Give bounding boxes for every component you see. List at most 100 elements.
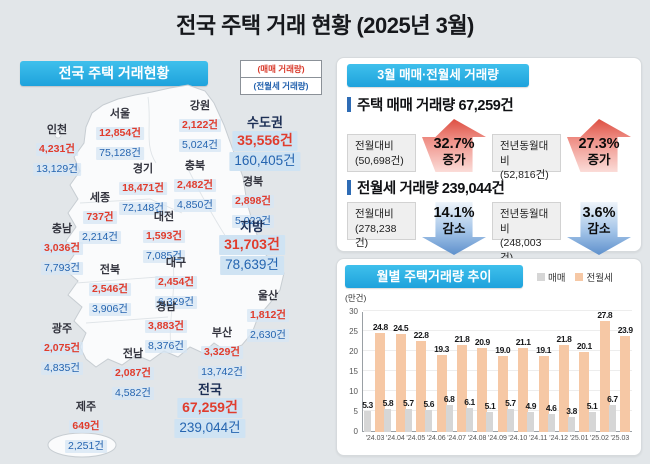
bar-group: 5.7 21.1 '24.10: [505, 312, 531, 442]
region-rent-value: 13,129건: [33, 162, 81, 176]
bar-sale: [445, 404, 453, 432]
stat-base-value: (50,698건): [355, 154, 404, 167]
bar-group: 6.1 20.9 '24.08: [464, 312, 490, 442]
bar-sale: [506, 409, 514, 432]
region-sale-value: 1,812건: [247, 308, 289, 322]
y-tick-label: 25: [349, 327, 358, 336]
map-region-label: 경북 2,898건 5,022건: [232, 176, 274, 230]
bar-rent: [599, 320, 610, 432]
x-tick-label: '25.03: [610, 435, 630, 442]
x-tick-label: '24.05: [406, 435, 426, 442]
gridline: [363, 370, 632, 371]
legend-label: 전월세: [586, 272, 613, 284]
gridline: [363, 310, 632, 311]
change-direction: 증가: [587, 152, 611, 167]
region-name: 전남: [122, 348, 144, 360]
map-region-label: 서울 12,854건 75,128건: [96, 108, 144, 162]
bar-sale: [608, 405, 616, 432]
bar-value-label: 5.6: [423, 398, 435, 409]
region-name: 대전: [153, 211, 175, 223]
stat-label: 전년동월대비: [500, 208, 549, 235]
legend-item-sale: 매매: [537, 270, 565, 284]
legend-rent-volume: (전월세 거래량): [240, 77, 322, 95]
region-name: 서울: [109, 108, 131, 120]
change-percent: 3.6%: [582, 205, 616, 221]
region-name: 경남: [155, 301, 177, 313]
map-region-label: 전국 67,259건 239,044건: [174, 382, 246, 439]
region-sale-value: 737건: [83, 210, 117, 224]
map-region-label: 대구 2,454건 6,329건: [155, 257, 197, 311]
bar-sale: [425, 409, 433, 432]
bar-value-label: 4.6: [545, 402, 557, 413]
y-tick-label: 10: [349, 387, 358, 396]
stat-label: 전월대비: [355, 140, 394, 152]
bar-value-label: 5.7: [403, 398, 414, 409]
bar-value-label: 27.8: [597, 309, 613, 320]
region-sale-value: 12,854건: [96, 126, 144, 140]
bar-rent: [416, 340, 427, 432]
bar-rent: [477, 348, 488, 432]
x-tick-label: '24.08: [467, 435, 487, 442]
bar-value-label: 4.9: [525, 401, 537, 412]
bar-rent: [620, 336, 631, 432]
west-islet: [54, 131, 62, 139]
stat-box-rent-mom: 전월대비 (278,238건): [347, 202, 416, 249]
bar-sale: [588, 411, 596, 432]
y-tick-label: 0: [353, 427, 358, 436]
bar-value-label: 6.8: [443, 393, 455, 404]
region-rent-value: 5,024건: [179, 138, 221, 152]
bar-sale: [404, 409, 412, 432]
stats-panel-title: 3월 매매·전월세 거래량: [347, 64, 529, 87]
region-name: 부산: [211, 327, 233, 339]
stat-box-sale-yoy: 전년동월대비 (52,816건): [492, 134, 561, 181]
region-sale-value: 2,482건: [174, 178, 216, 192]
rent-volume-section: 전월세 거래량 239,044건 전월대비 (278,238건) 14.1% 감…: [347, 177, 631, 264]
region-sale-value: 2,898건: [232, 194, 274, 208]
region-sale-value: 3,883건: [145, 319, 187, 333]
chart-plot-area: 5.3 24.8'24.03 5.8 24.5'24.04 5.7 22.8'24.05 5…: [362, 309, 633, 442]
map-region-label: 전남 2,087건 4,582건: [112, 348, 154, 402]
region-name: 광주: [51, 323, 73, 335]
map-region-label: 경기 18,471건 72,148건: [119, 163, 167, 217]
x-tick-label: '24.12: [549, 435, 569, 442]
legend-label: 매매: [548, 272, 566, 284]
y-axis-unit-label: (만건): [345, 293, 367, 303]
bar-sale: [527, 412, 535, 432]
y-tick-label: 30: [349, 307, 358, 316]
x-tick-label: '24.07: [447, 435, 467, 442]
bar-rent: [558, 344, 569, 432]
map-region-label: 제주 649건 2,251건: [65, 401, 107, 455]
gridline: [363, 410, 632, 411]
bar-value-label: 5.1: [484, 400, 496, 411]
bar-value-label: 24.8: [372, 321, 388, 332]
region-rent-value: 13,742건: [198, 365, 246, 379]
region-name: 세종: [89, 192, 111, 204]
stat-base-value: (52,816건): [500, 169, 549, 182]
bar-rent: [579, 351, 590, 432]
rent-mom-change: 14.1% 감소: [422, 202, 486, 255]
region-rent-value: 160,405건: [229, 152, 301, 172]
bar-value-label: 5.3: [362, 399, 373, 410]
sale-volume-section: 주택 매매 거래량 67,259건 전월대비 (50,698건) 32.7% 증…: [347, 94, 631, 181]
map-region-label: 울산 1,812건 2,630건: [247, 290, 289, 344]
region-rent-value: 4,850건: [174, 198, 216, 212]
bar-value-label: 5.8: [382, 397, 394, 408]
region-sale-value: 2,122건: [179, 118, 221, 132]
bar-sale: [568, 416, 576, 432]
bar-group: 5.1 27.8 '25.02: [587, 309, 613, 442]
region-name: 전국: [198, 382, 222, 397]
bar-rent: [497, 356, 508, 432]
rent-swatch-icon: [575, 272, 584, 281]
page-title: 전국 주택 거래 현황 (2025년 3월): [176, 13, 474, 38]
bar-value-label: 20.9: [474, 337, 490, 348]
x-tick-label: '24.06: [426, 435, 446, 442]
region-sale-value: 4,231건: [36, 142, 78, 156]
region-sale-value: 2,546건: [89, 282, 131, 296]
bar-value-label: 19.1: [536, 344, 552, 355]
change-percent: 14.1%: [433, 205, 475, 221]
map-region-label: 충남 3,036건 7,793건: [41, 223, 83, 277]
bar-group: 4.9 19.1 '24.11: [525, 312, 552, 442]
bar-group: 5.6 19.3 '24.06: [423, 312, 449, 442]
bar-value-label: 3.8: [566, 405, 577, 416]
bar-group: 6.8 21.8 '24.07: [443, 312, 470, 442]
